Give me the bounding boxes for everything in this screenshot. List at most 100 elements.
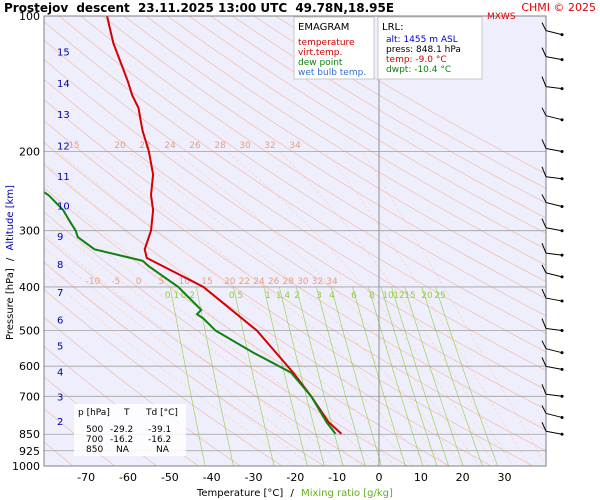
- y-tick-label: 600: [19, 360, 40, 373]
- x-tick-label: -50: [161, 471, 179, 484]
- altitude-label: 8: [57, 260, 63, 271]
- x-tick-label: -40: [203, 471, 221, 484]
- y-tick-label: 300: [19, 225, 40, 238]
- table-header-td: Td [°C]: [145, 408, 178, 418]
- adiabat-label: 15: [201, 277, 212, 287]
- dry-adiabat-line: [232, 16, 546, 204]
- adiabat-label: 28: [282, 277, 294, 287]
- series-dew-point-line: [44, 191, 337, 435]
- y-tick-label: 100: [19, 10, 40, 23]
- wind-barb: [541, 139, 564, 153]
- y-tick-label: 1000: [12, 460, 40, 473]
- dry-adiabat-line: [44, 39, 546, 371]
- mixing-ratio-label: 3: [316, 291, 322, 301]
- adiabat-label: 10: [178, 277, 190, 287]
- x-tick-label: -20: [286, 471, 304, 484]
- altitude-label: 7: [57, 288, 63, 299]
- wind-barb: [541, 384, 564, 398]
- y-tick-label: 200: [19, 145, 40, 158]
- isotherm-label: 32: [264, 141, 275, 151]
- altitude-label: 13: [57, 110, 70, 121]
- adiabat-label: 34: [326, 277, 338, 287]
- dry-adiabat-line: [80, 16, 546, 317]
- adiabat-label: 5: [159, 277, 165, 287]
- wind-barb: [541, 194, 564, 208]
- mixing-ratio-label: 1: [265, 291, 271, 301]
- legend-wet-bulb: wet bulb temp.: [298, 68, 366, 78]
- dry-adiabat-line: [145, 16, 546, 266]
- mixing-ratio-label: 25: [434, 291, 445, 301]
- table-row-td: -16.2: [148, 435, 171, 445]
- table-row-p: 500: [86, 425, 103, 435]
- mixing-ratio-label: 1.4: [276, 291, 291, 301]
- x-tick-label: -60: [119, 471, 137, 484]
- wind-barb: [541, 22, 564, 37]
- wind-barb: [541, 166, 564, 181]
- x-tick-label: 30: [498, 471, 512, 484]
- adiabat-label: 20: [224, 277, 236, 287]
- isotherm-label: 34: [289, 141, 301, 151]
- table-header-p: p [hPa]: [78, 408, 110, 418]
- lrl-press: press: 848.1 hPa: [386, 45, 461, 55]
- moist-adiabat-line: [44, 273, 296, 466]
- isotherm-label: 20: [114, 141, 126, 151]
- wind-barb: [541, 218, 564, 233]
- x-tick-label: -10: [328, 471, 346, 484]
- summary-table: p [hPa] T Td [°C] 500 -29.2 -39.1 700 -1…: [74, 404, 186, 456]
- mixing-ratio-label: 2: [294, 291, 300, 301]
- lrl-box: LRL: alt: 1455 m ASL press: 848.1 hPa te…: [377, 16, 483, 80]
- wind-label: MXWS: [487, 12, 516, 22]
- wind-barb: [541, 107, 564, 122]
- adiabat-label: 24: [253, 277, 265, 287]
- legend-dew-point: dew point: [298, 58, 343, 68]
- legend-temperature: temperature: [298, 38, 355, 48]
- table-row-t: NA: [116, 445, 130, 455]
- altitude-label: 2: [57, 417, 63, 428]
- credit-label: CHMI © 2025: [521, 1, 596, 14]
- moist-adiabat-line: [44, 260, 313, 466]
- x-tick-label: 20: [456, 471, 470, 484]
- table-row-t: -29.2: [110, 425, 133, 435]
- dry-adiabat-line: [58, 16, 546, 334]
- y-axis-title: Pressure [hPa] / Altitude [km]: [5, 185, 16, 340]
- wind-barb: [541, 318, 564, 333]
- y-tick-label: 925: [19, 445, 40, 458]
- mixing-ratio-label: 0.1: [165, 291, 179, 301]
- x-tick-label: 10: [414, 471, 428, 484]
- x-tick-label: 0: [376, 471, 383, 484]
- adiabat-label: 32: [312, 277, 323, 287]
- adiabat-label: 30: [297, 277, 309, 287]
- lrl-temp: temp: -9.0 °C: [386, 55, 447, 65]
- lrl-alt: alt: 1455 m ASL: [386, 35, 458, 45]
- plot-area: [44, 16, 546, 466]
- dry-adiabat-line: [188, 16, 546, 234]
- lrl-title: LRL:: [382, 22, 403, 33]
- wind-barb: [541, 288, 564, 303]
- x-tick-label: -30: [245, 471, 263, 484]
- wind-barb: [541, 357, 564, 371]
- wind-barb: [541, 405, 564, 419]
- wind-barb: [541, 264, 564, 279]
- table-row-t: -16.2: [110, 435, 133, 445]
- x-axis-title: Temperature [°C] / Mixing ratio [g/kg]: [196, 488, 393, 499]
- table-row-td: -39.1: [148, 425, 171, 435]
- isotherm-label: 22: [139, 141, 150, 151]
- moist-adiabat-line: [44, 182, 396, 466]
- isotherm-label: 26: [189, 141, 201, 151]
- adiabat-label: 26: [268, 277, 280, 287]
- dry-adiabat-line: [44, 59, 546, 391]
- header-title: Prostejov descent 23.11.2025 13:00 UTC 4…: [4, 1, 394, 15]
- series-temperature-line: [106, 16, 343, 435]
- mixing-ratio-label: 12: [393, 291, 404, 301]
- moist-adiabat-line: [44, 200, 380, 466]
- altitude-label: 5: [57, 342, 63, 353]
- dry-adiabat-line: [102, 16, 546, 299]
- table-row-p: 700: [86, 435, 103, 445]
- mixing-ratio-label: 0.5: [229, 291, 243, 301]
- altitude-label: 10: [57, 202, 70, 213]
- mixing-ratio-label: 4: [329, 291, 335, 301]
- adiabat-label: 22: [239, 277, 250, 287]
- dry-adiabat-line: [123, 16, 546, 283]
- wind-barb: [541, 47, 564, 62]
